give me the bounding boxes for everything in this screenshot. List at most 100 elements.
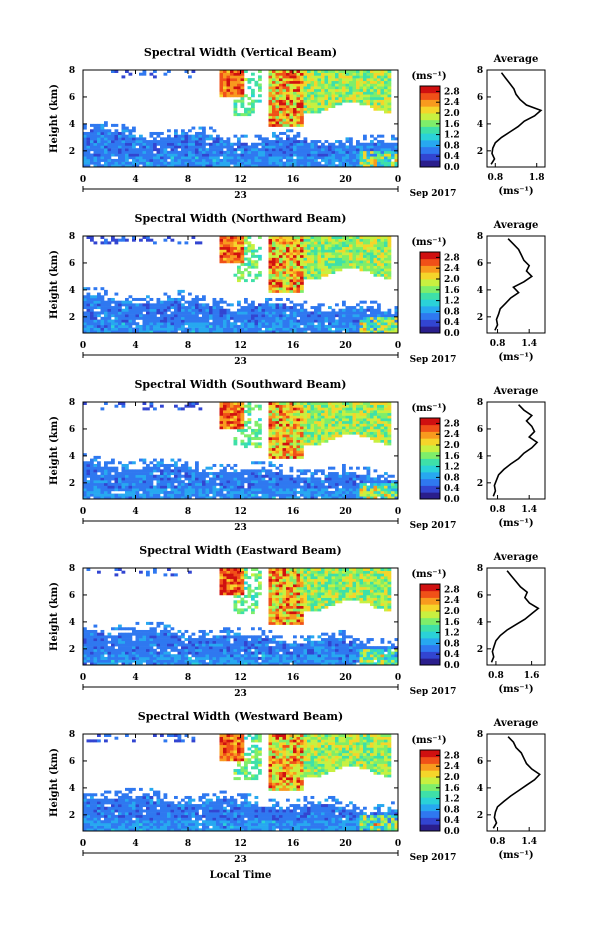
heatmap-cell: [139, 156, 143, 159]
heatmap-cell: [223, 426, 227, 429]
heatmap-cell: [388, 105, 392, 108]
heatmap-cell: [293, 424, 297, 427]
heatmap-cell: [367, 92, 371, 95]
heatmap-cell: [381, 274, 385, 277]
heatmap-cell: [213, 464, 217, 467]
heatmap-cell: [269, 94, 273, 97]
heatmap-cell: [241, 271, 245, 274]
heatmap-cell: [363, 75, 367, 78]
heatmap-cell: [290, 110, 294, 113]
heatmap-cell: [234, 258, 238, 261]
heatmap-cell: [279, 132, 283, 135]
heatmap-cell: [248, 271, 252, 274]
heatmap-cell: [122, 314, 126, 317]
heatmap-cell: [300, 151, 304, 154]
heatmap-cell: [307, 151, 311, 154]
heatmap-cell: [171, 472, 175, 475]
heatmap-cell: [202, 154, 206, 157]
heatmap-cell: [202, 494, 206, 497]
heatmap-cell: [269, 268, 273, 271]
heatmap-cell: [213, 129, 217, 132]
heatmap-cell: [304, 410, 308, 413]
heatmap-cell: [125, 469, 129, 472]
heatmap-cell: [349, 73, 353, 76]
heatmap-cell: [185, 159, 189, 162]
heatmap-cell: [307, 407, 311, 410]
heatmap-cell: [370, 311, 374, 314]
heatmap-cell: [188, 328, 192, 331]
colorbar-swatch: [420, 306, 440, 313]
heatmap-cell: [251, 486, 255, 489]
heatmap-cell: [370, 83, 374, 86]
heatmap-cell: [328, 320, 332, 323]
heatmap-cell: [286, 486, 290, 489]
heatmap-cell: [143, 328, 147, 331]
colorbar-swatch: [420, 160, 440, 167]
heatmap-cell: [272, 480, 276, 483]
heatmap-cell: [356, 247, 360, 250]
heatmap-cell: [164, 140, 168, 143]
heatmap-cell: [276, 119, 280, 122]
heatmap-cell: [192, 483, 196, 486]
heatmap-cell: [237, 92, 241, 95]
heatmap-cell: [384, 276, 388, 279]
heatmap-cell: [297, 480, 301, 483]
heatmap-cell: [290, 445, 294, 448]
heatmap-cell: [234, 314, 238, 317]
heatmap-cell: [370, 86, 374, 89]
heatmap-cell: [223, 483, 227, 486]
heatmap-cell: [300, 322, 304, 325]
heatmap-cell: [251, 314, 255, 317]
heatmap-cell: [90, 162, 94, 165]
heatmap-cell: [220, 325, 224, 328]
heatmap-cell: [157, 322, 161, 325]
heatmap-cell: [272, 317, 276, 320]
heatmap-cell: [122, 464, 126, 467]
heatmap-cell: [304, 86, 308, 89]
heatmap-cell: [374, 328, 378, 331]
heatmap-cell: [108, 475, 112, 478]
heatmap-cell: [325, 491, 329, 494]
heatmap-cell: [188, 135, 192, 138]
heatmap-cell: [90, 159, 94, 162]
heatmap-cell: [122, 156, 126, 159]
heatmap-cell: [304, 418, 308, 421]
heatmap-cell: [269, 244, 273, 247]
heatmap-cell: [339, 424, 343, 427]
heatmap-cell: [258, 461, 262, 464]
heatmap-cell: [223, 421, 227, 424]
heatmap-cell: [244, 469, 248, 472]
heatmap-cell: [220, 486, 224, 489]
heatmap-cell: [300, 255, 304, 258]
heatmap-cell: [230, 491, 234, 494]
heatmap-cell: [328, 255, 332, 258]
heatmap-cell: [199, 491, 203, 494]
heatmap-cell: [258, 311, 262, 314]
heatmap-cell: [160, 480, 164, 483]
heatmap-cell: [139, 143, 143, 146]
heatmap-cell: [269, 415, 273, 418]
heatmap-cell: [339, 434, 343, 437]
heatmap-cell: [237, 421, 241, 424]
heatmap-cell: [304, 143, 308, 146]
heatmap-cell: [339, 249, 343, 252]
heatmap-cell: [293, 437, 297, 440]
heatmap-cell: [370, 140, 374, 143]
heatmap-cell: [374, 322, 378, 325]
heatmap-cell: [272, 116, 276, 119]
heatmap-cell: [227, 303, 231, 306]
heatmap-cell: [206, 467, 210, 470]
heatmap-cell: [164, 325, 168, 328]
heatmap-cell: [346, 89, 350, 92]
heatmap-cell: [230, 86, 234, 89]
heatmap-cell: [346, 407, 350, 410]
heatmap-cell: [146, 303, 150, 306]
heatmap-cell: [346, 252, 350, 255]
heatmap-cell: [164, 491, 168, 494]
heatmap-cell: [122, 301, 126, 304]
heatmap-cell: [283, 110, 287, 113]
heatmap-cell: [83, 325, 87, 328]
heatmap-cell: [241, 320, 245, 323]
heatmap-cell: [328, 102, 332, 105]
heatmap-cell: [304, 429, 308, 432]
